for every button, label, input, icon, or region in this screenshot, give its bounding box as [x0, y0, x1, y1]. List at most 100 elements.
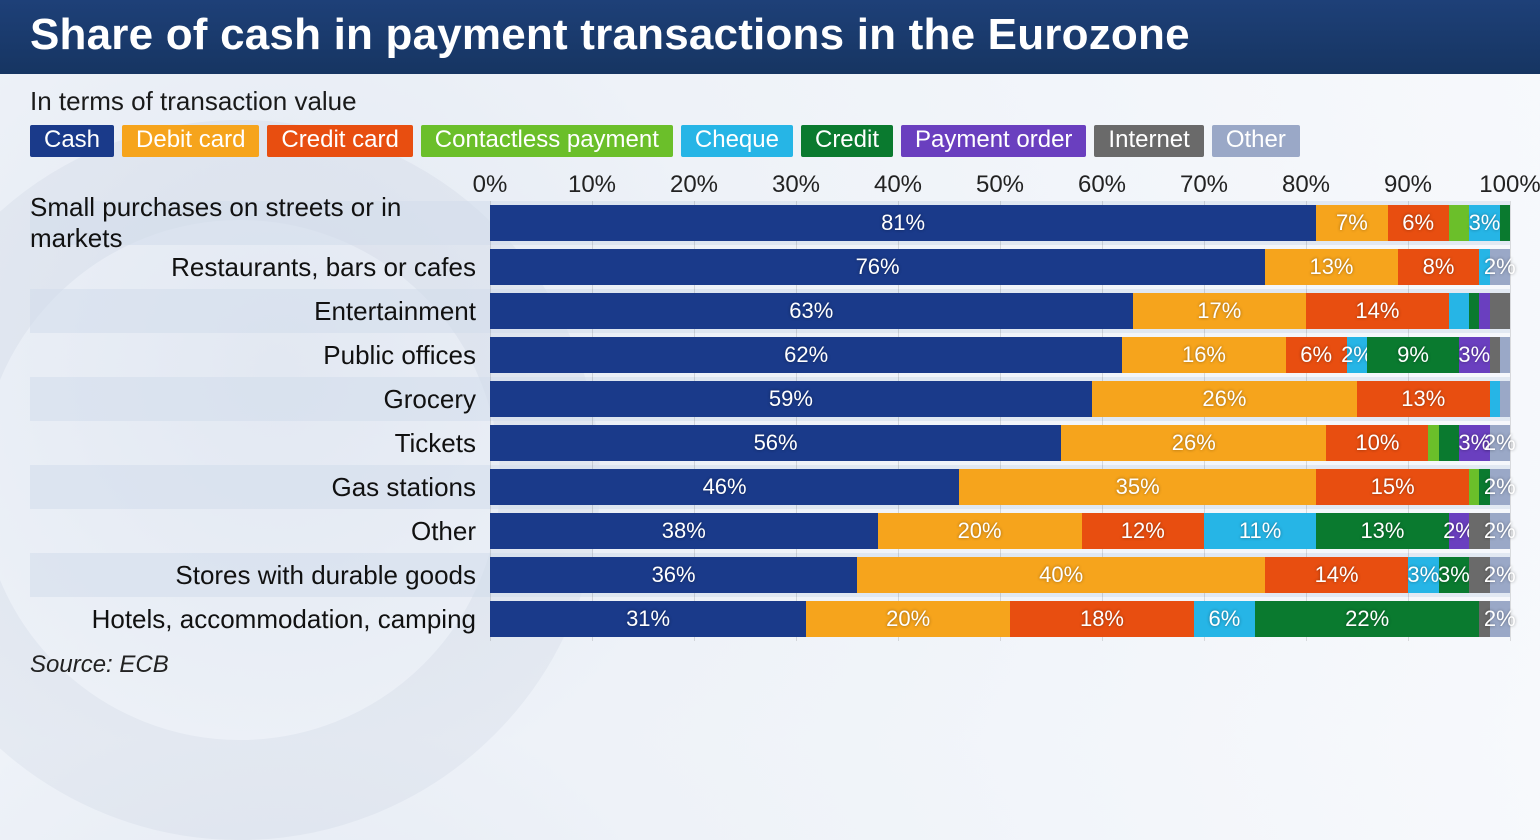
legend-item-credit_card: Credit card: [267, 125, 412, 157]
axis-tick: 70%: [1180, 171, 1228, 199]
bar-segment-credit_card: 8%: [1398, 249, 1480, 285]
axis-tick: 80%: [1282, 171, 1330, 199]
bar-segment-label: 13%: [1401, 386, 1445, 412]
stacked-bar: 62%16%6%2%9%3%: [490, 333, 1510, 377]
table-row: Stores with durable goods36%40%14%3%3%2%: [30, 553, 1510, 597]
bar-segment-credit_card: 18%: [1010, 601, 1194, 637]
bar-segment-label: 35%: [1116, 474, 1160, 500]
bar-segment-credit_card: 13%: [1357, 381, 1490, 417]
bar-segment-contactless: [1428, 425, 1438, 461]
row-label: Other: [30, 509, 490, 553]
legend-item-other: Other: [1212, 125, 1300, 157]
bar-segment-other: 2%: [1490, 601, 1510, 637]
axis-tick: 100%: [1479, 171, 1540, 199]
axis-tick: 90%: [1384, 171, 1432, 199]
bar-segment-pay_order: 2%: [1449, 513, 1469, 549]
bar-segment-label: 76%: [856, 254, 900, 280]
bar-segment-label: 2%: [1484, 254, 1516, 280]
bar-segment-debit: 13%: [1265, 249, 1398, 285]
bar-segment-other: 2%: [1490, 425, 1510, 461]
bar-segment-debit: 26%: [1092, 381, 1357, 417]
bar-segment-credit: 9%: [1367, 337, 1459, 373]
bar-segment-label: 2%: [1484, 606, 1516, 632]
bar-segment-label: 62%: [784, 342, 828, 368]
bar-segment-credit: [1500, 205, 1510, 241]
table-row: Tickets56%26%10%3%2%: [30, 421, 1510, 465]
bar-segment-other: 2%: [1490, 557, 1510, 593]
bar-segment-label: 13%: [1309, 254, 1353, 280]
axis-tick: 0%: [473, 171, 508, 199]
bar-segment-label: 2%: [1484, 474, 1516, 500]
bar-segment-cash: 59%: [490, 381, 1092, 417]
bar-segment-label: 46%: [703, 474, 747, 500]
bar-segment-credit_card: 6%: [1286, 337, 1347, 373]
row-label: Restaurants, bars or cafes: [30, 245, 490, 289]
bar-segment-label: 59%: [769, 386, 813, 412]
bar-segment-cash: 31%: [490, 601, 806, 637]
bar-segment-cash: 36%: [490, 557, 857, 593]
chart-title: Share of cash in payment transactions in…: [30, 10, 1510, 60]
bar-segment-label: 36%: [652, 562, 696, 588]
bar-segment-label: 10%: [1355, 430, 1399, 456]
bar-segment-cheque: [1490, 381, 1500, 417]
bar-segment-label: 6%: [1300, 342, 1332, 368]
bar-segment-other: 2%: [1490, 513, 1510, 549]
bar-segment-label: 12%: [1121, 518, 1165, 544]
bar-segment-other: 2%: [1490, 469, 1510, 505]
bar-segment-credit: 13%: [1316, 513, 1449, 549]
bar-segment-credit: [1439, 425, 1459, 461]
bar-segment-cash: 63%: [490, 293, 1133, 329]
bar-segment-cash: 62%: [490, 337, 1122, 373]
table-row: Small purchases on streets or in markets…: [30, 201, 1510, 245]
bar-segment-other: [1500, 381, 1510, 417]
bar-segment-debit: 35%: [959, 469, 1316, 505]
table-row: Gas stations46%35%15%2%: [30, 465, 1510, 509]
table-row: Hotels, accommodation, camping31%20%18%6…: [30, 597, 1510, 641]
bar-segment-cheque: 3%: [1408, 557, 1439, 593]
stacked-bar: 56%26%10%3%2%: [490, 421, 1510, 465]
bar-segment-pay_order: 3%: [1459, 337, 1490, 373]
stacked-bar: 31%20%18%6%22%2%: [490, 597, 1510, 641]
axis-tick: 40%: [874, 171, 922, 199]
bar-segment-label: 18%: [1080, 606, 1124, 632]
bar-segment-debit: 40%: [857, 557, 1265, 593]
bar-segment-label: 15%: [1371, 474, 1415, 500]
bar-segment-credit_card: 6%: [1388, 205, 1449, 241]
bar-segment-internet: [1490, 293, 1510, 329]
bar-segment-label: 3%: [1438, 562, 1470, 588]
bar-segment-contactless: [1449, 205, 1469, 241]
bar-segment-cash: 76%: [490, 249, 1265, 285]
axis-tick: 60%: [1078, 171, 1126, 199]
bar-segment-contactless: [1469, 469, 1479, 505]
bar-segment-credit_card: 15%: [1316, 469, 1469, 505]
bar-segment-other: 2%: [1490, 249, 1510, 285]
bar-segment-label: 26%: [1202, 386, 1246, 412]
axis-tick: 20%: [670, 171, 718, 199]
bar-segment-debit: 7%: [1316, 205, 1387, 241]
table-row: Entertainment63%17%14%: [30, 289, 1510, 333]
legend-item-internet: Internet: [1094, 125, 1203, 157]
stacked-bar: 76% 13% 8% 2%: [490, 245, 1510, 289]
bar-segment-label: 9%: [1397, 342, 1429, 368]
bar-segment-debit: 17%: [1133, 293, 1306, 329]
bar-segment-label: 3%: [1458, 342, 1490, 368]
bar-segment-label: 20%: [958, 518, 1002, 544]
bar-segment-label: 81%: [881, 210, 925, 236]
axis-tick: 50%: [976, 171, 1024, 199]
axis-tick: 30%: [772, 171, 820, 199]
chart-rows: Small purchases on streets or in markets…: [30, 201, 1510, 641]
stacked-bar: 36% 40% 14% 3%3% 2%: [490, 553, 1510, 597]
title-bar: Share of cash in payment transactions in…: [0, 0, 1540, 74]
bar-segment-credit: [1469, 293, 1479, 329]
legend-item-pay_order: Payment order: [901, 125, 1086, 157]
row-label: Public offices: [30, 333, 490, 377]
bar-segment-cash: 46%: [490, 469, 959, 505]
row-label: Small purchases on streets or in markets: [30, 201, 490, 245]
bar-segment-label: 14%: [1315, 562, 1359, 588]
bar-segment-label: 38%: [662, 518, 706, 544]
bar-segment-label: 2%: [1484, 562, 1516, 588]
stacked-bar: 46% 35% 15% 2%: [490, 465, 1510, 509]
bar-segment-cash: 56%: [490, 425, 1061, 461]
bar-segment-debit: 26%: [1061, 425, 1326, 461]
bar-segment-label: 8%: [1423, 254, 1455, 280]
